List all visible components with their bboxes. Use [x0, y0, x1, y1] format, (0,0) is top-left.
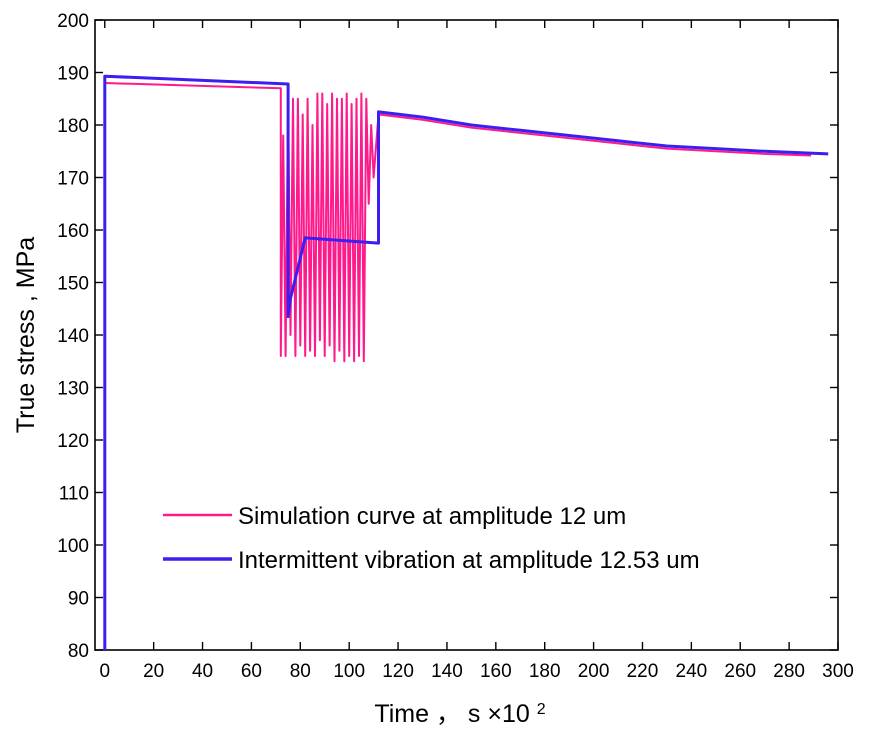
- y-tick-label: 100: [57, 536, 89, 557]
- x-tick-label: 20: [143, 661, 164, 682]
- x-tick-label: 240: [676, 661, 708, 682]
- y-tick-label: 190: [57, 64, 89, 85]
- legend-label-1: Simulation curve at amplitude 12 um: [238, 503, 626, 530]
- y-tick-label: 200: [57, 11, 89, 32]
- y-tick-label: 180: [57, 116, 89, 137]
- x-axis-unit: s ×10: [468, 700, 530, 728]
- x-tick-label: 140: [431, 661, 463, 682]
- y-tick-label: 130: [57, 379, 89, 400]
- series-layer: [103, 74, 829, 650]
- y-tick-label: 150: [57, 274, 89, 295]
- y-tick-label: 80: [68, 641, 89, 662]
- x-tick-label: 80: [290, 661, 311, 682]
- x-tick-label: 180: [529, 661, 561, 682]
- legend-label-2: Intermittent vibration at amplitude 12.5…: [238, 547, 700, 574]
- x-axis-label: Time: [374, 700, 429, 728]
- legend: Simulation curve at amplitude 12 um Inter…: [163, 503, 700, 574]
- x-tick-label: 60: [241, 661, 262, 682]
- x-axis-exponent: 2: [537, 701, 546, 718]
- x-tick-label: 300: [822, 661, 854, 682]
- y-tick-label: 140: [57, 326, 89, 347]
- y-axis-title: True stress , MPa: [12, 237, 40, 433]
- series-line-2: [103, 74, 829, 650]
- x-tick-label: 200: [578, 661, 610, 682]
- x-axis-separator: ，: [436, 700, 461, 728]
- x-tick-label: 40: [192, 661, 213, 682]
- y-tick-label: 170: [57, 169, 89, 190]
- x-tick-label: 0: [99, 661, 110, 682]
- x-tick-label: 120: [382, 661, 414, 682]
- series-line-1: [103, 82, 812, 650]
- x-tick-label: 220: [627, 661, 659, 682]
- y-tick-label: 90: [68, 589, 89, 610]
- x-axis-title: Time ， s ×10 2: [374, 700, 545, 728]
- axes: 80 90 100 110 120 130 140 150 160 170 180 190 200 0 20…: [57, 11, 854, 682]
- x-tick-label: 160: [480, 661, 512, 682]
- x-tick-label: 100: [333, 661, 365, 682]
- y-tick-label: 110: [59, 484, 89, 505]
- y-tick-label: 120: [57, 431, 89, 452]
- x-tick-label: 280: [773, 661, 805, 682]
- y-tick-label: 160: [57, 221, 89, 242]
- x-tick-label: 260: [724, 661, 756, 682]
